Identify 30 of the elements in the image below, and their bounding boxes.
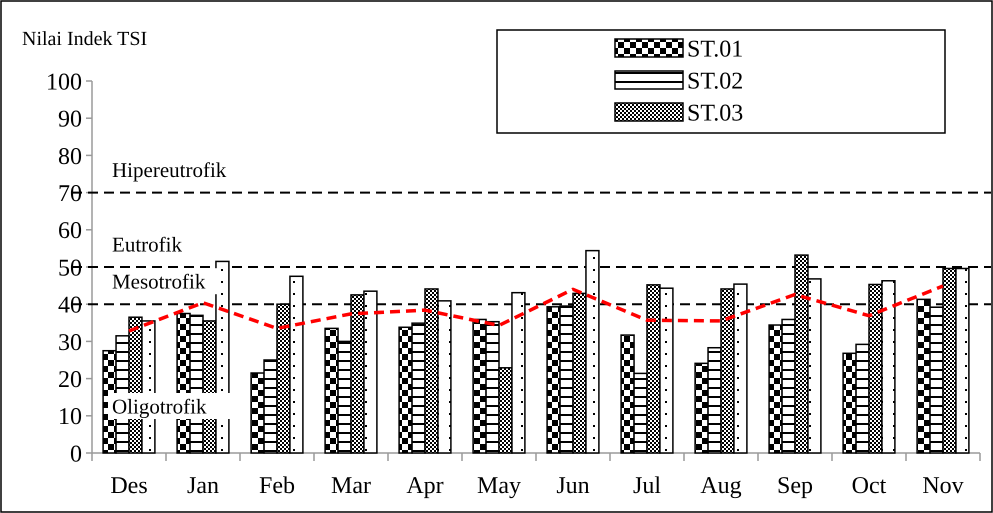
x-tick-label: Mar bbox=[331, 473, 371, 499]
x-tick-label: Jul bbox=[632, 473, 662, 499]
x-tick-label: Jun bbox=[556, 473, 590, 499]
legend-label: ST.01 bbox=[687, 36, 744, 62]
y-tick-label: 80 bbox=[58, 144, 82, 170]
x-tick-label: Des bbox=[110, 473, 148, 499]
ref-line-label: Eutrofik bbox=[112, 232, 182, 256]
y-tick-label: 30 bbox=[58, 330, 82, 356]
y-tick-label: 90 bbox=[58, 106, 82, 133]
annotation: Oligotrofik bbox=[112, 394, 207, 418]
legend-label: ST.02 bbox=[687, 68, 744, 94]
x-tick-label: Nov bbox=[922, 473, 964, 499]
x-tick-label: Aug bbox=[700, 473, 742, 499]
x-tick-label: Jan bbox=[187, 473, 219, 499]
y-tick-label: 60 bbox=[58, 218, 82, 244]
ref-line-label: Hipereutrofik bbox=[112, 158, 227, 182]
y-tick-label: 70 bbox=[58, 181, 82, 207]
y-tick-label: 40 bbox=[58, 292, 82, 319]
ref-line-label: Mesotrofik bbox=[112, 270, 206, 294]
y-tick-label: 100 bbox=[46, 69, 82, 96]
legend-label: ST.03 bbox=[687, 100, 744, 126]
y-tick-label: 20 bbox=[58, 367, 82, 393]
y-axis-title: Nilai Indek TSI bbox=[22, 28, 148, 50]
x-tick-label: May bbox=[477, 473, 521, 499]
x-tick-label: Feb bbox=[259, 473, 295, 499]
y-tick-label: 0 bbox=[70, 441, 82, 468]
x-tick-label: Apr bbox=[406, 473, 444, 499]
y-tick-label: 10 bbox=[58, 404, 82, 430]
x-tick-label: Oct bbox=[852, 473, 887, 499]
x-tick-label: Sep bbox=[777, 473, 813, 499]
